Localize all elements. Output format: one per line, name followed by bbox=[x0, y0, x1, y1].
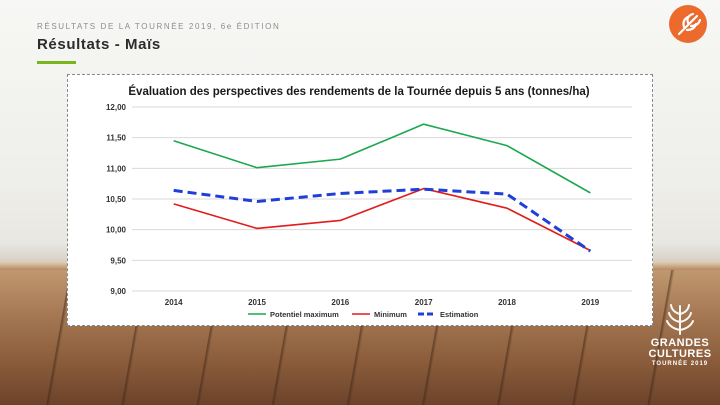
y-axis-ticks: 9,00 9,50 10,00 10,50 11,00 11,50 12,00 bbox=[106, 103, 127, 296]
x-tick-label: 2014 bbox=[165, 298, 183, 307]
x-tick-label: 2017 bbox=[415, 298, 433, 307]
x-tick-label: 2015 bbox=[248, 298, 266, 307]
x-tick-label: 2019 bbox=[581, 298, 599, 307]
y-tick-label: 9,50 bbox=[110, 256, 126, 265]
page-title: Résultats - Maïs bbox=[37, 36, 161, 53]
wheat-ear-icon bbox=[666, 304, 694, 335]
legend-label: Potentiel maximum bbox=[270, 310, 339, 319]
legend-label: Minimum bbox=[374, 310, 407, 319]
watermark-line3: TOURNÉE 2019 bbox=[651, 361, 709, 367]
chart-title: Évaluation des perspectives des rendemen… bbox=[128, 85, 589, 98]
grid-lines bbox=[132, 106, 632, 292]
legend-label: Estimation bbox=[440, 310, 479, 319]
watermark-line1: GRANDES bbox=[650, 337, 710, 349]
line-chart: Évaluation des perspectives des rendemen… bbox=[106, 85, 632, 319]
y-tick-label: 11,00 bbox=[106, 164, 126, 173]
series-lines bbox=[173, 123, 592, 253]
series-line-1 bbox=[173, 187, 591, 252]
x-tick-label: 2016 bbox=[331, 298, 349, 307]
header-supertitle: RÉSULTATS DE LA TOURNÉE 2019, 6e ÉDITION bbox=[37, 22, 281, 31]
grandes-cultures-watermark: GRANDES CULTURES TOURNÉE 2019 bbox=[640, 300, 720, 400]
y-tick-label: 10,50 bbox=[106, 195, 127, 204]
wheat-ear-icon bbox=[677, 12, 702, 36]
y-tick-label: 9,00 bbox=[110, 287, 126, 296]
y-tick-label: 10,00 bbox=[106, 226, 127, 235]
y-tick-label: 11,50 bbox=[106, 134, 126, 143]
series-line-0 bbox=[173, 123, 591, 194]
series-line-2 bbox=[173, 187, 592, 253]
title-underline bbox=[37, 61, 76, 64]
logo-badge bbox=[669, 5, 707, 43]
x-tick-label: 2018 bbox=[498, 298, 516, 307]
x-axis-ticks: 2014 2015 2016 2017 2018 2019 bbox=[165, 298, 600, 307]
watermark-line2: CULTURES bbox=[648, 348, 712, 360]
chart-panel: Évaluation des perspectives des rendemen… bbox=[67, 74, 653, 326]
y-tick-label: 12,00 bbox=[106, 103, 127, 112]
legend: Potentiel maximum Minimum Estimation bbox=[248, 310, 479, 319]
